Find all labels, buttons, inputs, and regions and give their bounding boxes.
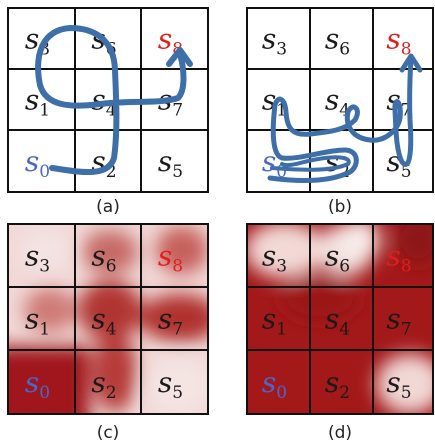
- state-subscript: 0: [276, 383, 287, 403]
- state-subscript: 7: [172, 101, 183, 121]
- state-label-s6: s6: [325, 23, 350, 60]
- caption-b: (b): [328, 197, 352, 217]
- caption-a: (a): [96, 197, 120, 217]
- heatmap-c: [8, 224, 208, 414]
- state-label-s5: s5: [158, 145, 183, 182]
- state-label-s6: s6: [325, 240, 350, 277]
- grid-lines-c: [8, 224, 208, 414]
- state-subscript: 4: [106, 101, 117, 121]
- state-label-s2: s2: [91, 366, 116, 403]
- state-subscript: 2: [339, 383, 350, 403]
- state-subscript: 0: [276, 162, 287, 182]
- state-label-s0: s0: [25, 366, 50, 403]
- state-label-s2: s2: [325, 366, 350, 403]
- state-label-s1: s1: [25, 303, 50, 340]
- state-label-s1: s1: [25, 84, 50, 121]
- caption-c: (c): [97, 423, 120, 442]
- state-label-s7: s7: [158, 303, 183, 340]
- state-label-s1: s1: [262, 303, 287, 340]
- state-subscript: 6: [339, 40, 350, 60]
- state-subscript: 3: [39, 40, 50, 60]
- state-subscript: 4: [339, 101, 350, 121]
- state-subscript: 5: [172, 383, 183, 403]
- trajectory-path-b: [267, 55, 414, 183]
- state-label-s5: s5: [158, 366, 183, 403]
- state-label-s0: s0: [25, 145, 50, 182]
- trajectory-path-b-inner: [270, 155, 351, 172]
- state-label-s3: s3: [262, 240, 287, 277]
- state-subscript: 7: [401, 101, 412, 121]
- state-subscript: 2: [106, 162, 117, 182]
- state-subscript: 6: [339, 257, 350, 277]
- state-subscript: 4: [106, 320, 117, 340]
- state-label-s3: s3: [25, 23, 50, 60]
- state-subscript: 5: [401, 383, 412, 403]
- state-subscript: 3: [276, 257, 287, 277]
- state-label-s4: s4: [91, 303, 116, 340]
- state-subscript: 8: [401, 257, 412, 277]
- state-subscript: 7: [401, 320, 412, 340]
- state-subscript: 1: [276, 101, 287, 121]
- heatmap-d: [247, 224, 433, 414]
- state-subscript: 5: [401, 162, 412, 182]
- cells-c: s3 s6 s8 s1 s4 s7 s0 s2 s5: [25, 240, 183, 404]
- state-label-s4: s4: [91, 84, 116, 121]
- state-subscript: 1: [39, 101, 50, 121]
- panel-c: s3 s6 s8 s1 s4 s7 s0 s2 s5 (c): [7, 223, 209, 442]
- state-label-s4: s4: [325, 84, 350, 121]
- state-subscript: 5: [172, 162, 183, 182]
- state-subscript: 7: [172, 320, 183, 340]
- state-label-s5: s5: [386, 366, 411, 403]
- state-label-s8: s8: [158, 240, 183, 277]
- state-subscript: 1: [276, 320, 287, 340]
- state-subscript: 2: [106, 383, 117, 403]
- panel-d: s3 s6 s8 s1 s4 s7 s0 s2 s5 (d): [246, 223, 434, 442]
- grid-lines-d: [247, 224, 433, 414]
- state-subscript: 8: [401, 40, 412, 60]
- arrowhead-a: [166, 47, 193, 67]
- state-subscript: 0: [39, 383, 50, 403]
- state-label-s7: s7: [386, 303, 411, 340]
- state-subscript: 3: [39, 257, 50, 277]
- cells-d: s3 s6 s8 s1 s4 s7 s0 s2 s5: [262, 240, 412, 404]
- caption-d: (d): [328, 423, 352, 442]
- state-label-s4: s4: [325, 303, 350, 340]
- trajectory-path-a: [35, 25, 187, 176]
- state-label-s8: s8: [386, 240, 411, 277]
- state-subscript: 0: [39, 162, 50, 182]
- state-subscript: 3: [276, 40, 287, 60]
- state-label-s6: s6: [91, 240, 116, 277]
- state-label-s0: s0: [262, 366, 287, 403]
- state-label-s3: s3: [25, 240, 50, 277]
- arrowhead-b: [399, 53, 423, 73]
- state-subscript: 8: [172, 257, 183, 277]
- state-label-s8: s8: [386, 23, 411, 60]
- state-subscript: 1: [39, 320, 50, 340]
- state-subscript: 4: [339, 320, 350, 340]
- state-label-s3: s3: [262, 23, 287, 60]
- state-subscript: 6: [106, 257, 117, 277]
